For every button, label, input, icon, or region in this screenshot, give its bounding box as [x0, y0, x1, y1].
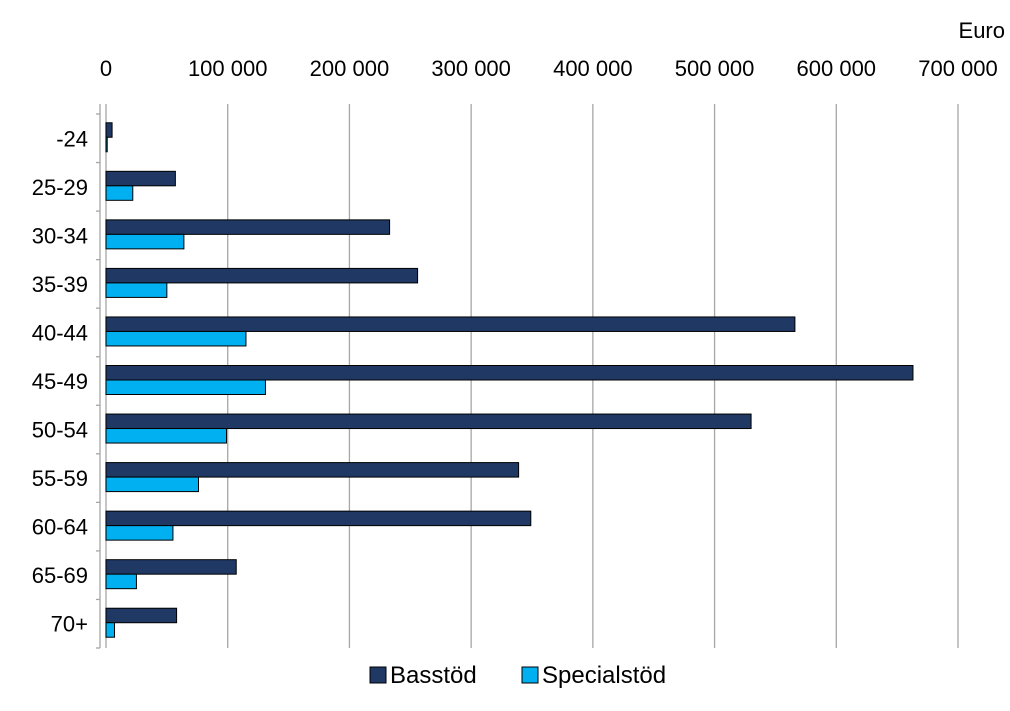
- bar-specialstod: [105, 136, 108, 153]
- legend-label: Specialstöd: [542, 662, 666, 689]
- bars: [105, 122, 914, 638]
- category-label: 70+: [51, 612, 88, 637]
- bar-specialstod: [105, 476, 200, 493]
- bar-specialstod: [105, 330, 247, 347]
- category-label: 45-49: [32, 369, 88, 394]
- bar-specialstod: [105, 525, 174, 541]
- legend-swatch: [521, 666, 539, 684]
- category-label: 35-39: [32, 272, 88, 297]
- bar-basstod: [105, 559, 237, 575]
- x-axis-unit-label: Euro: [959, 18, 1005, 43]
- bar-specialstod: [105, 233, 185, 250]
- category-label: 65-69: [32, 563, 88, 588]
- x-tick-label: 300 000: [431, 56, 511, 81]
- x-tick-label: 700 000: [918, 56, 998, 81]
- x-tick-label: 500 000: [675, 56, 755, 81]
- category-label: -24: [56, 126, 88, 151]
- x-tick-label: 400 000: [553, 56, 633, 81]
- bar-basstod: [105, 316, 796, 332]
- bar-basstod: [105, 267, 419, 284]
- bar-specialstod: [105, 379, 266, 395]
- bar-basstod: [105, 170, 176, 187]
- bar-basstod: [105, 122, 113, 138]
- bar-specialstod: [105, 622, 116, 638]
- bar-specialstod: [105, 282, 168, 298]
- bar-specialstod: [105, 573, 137, 590]
- category-label: 30-34: [32, 223, 88, 248]
- bar-basstod: [105, 462, 520, 478]
- x-tick-label: 600 000: [797, 56, 877, 81]
- category-label: 55-59: [32, 466, 88, 491]
- bar-basstod: [105, 413, 752, 430]
- category-label: 50-54: [32, 418, 88, 443]
- bar-specialstod: [105, 185, 134, 201]
- x-tick-label: 100 000: [188, 56, 268, 81]
- legend-label: Basstöd: [390, 662, 477, 689]
- bar-basstod: [105, 365, 914, 381]
- category-label: 60-64: [32, 515, 88, 540]
- x-tick-labels: 0 100 000 200 000 300 000 400 000 500 000 600 …: [100, 56, 998, 81]
- bar-specialstod: [105, 428, 227, 444]
- category-labels: -24 25-29 30-34 35-39 40-44 45-49 50-54 55-59 60…: [32, 126, 88, 636]
- bar-basstod: [105, 219, 391, 235]
- bar-basstod: [105, 607, 178, 624]
- bar-basstod: [105, 510, 532, 527]
- legend-swatch: [369, 666, 387, 684]
- category-label: 40-44: [32, 320, 88, 345]
- category-label: 25-29: [32, 175, 88, 200]
- legend: Basstöd Specialstöd: [369, 662, 666, 689]
- x-tick-label: 0: [100, 56, 112, 81]
- x-tick-label: 200 000: [310, 56, 390, 81]
